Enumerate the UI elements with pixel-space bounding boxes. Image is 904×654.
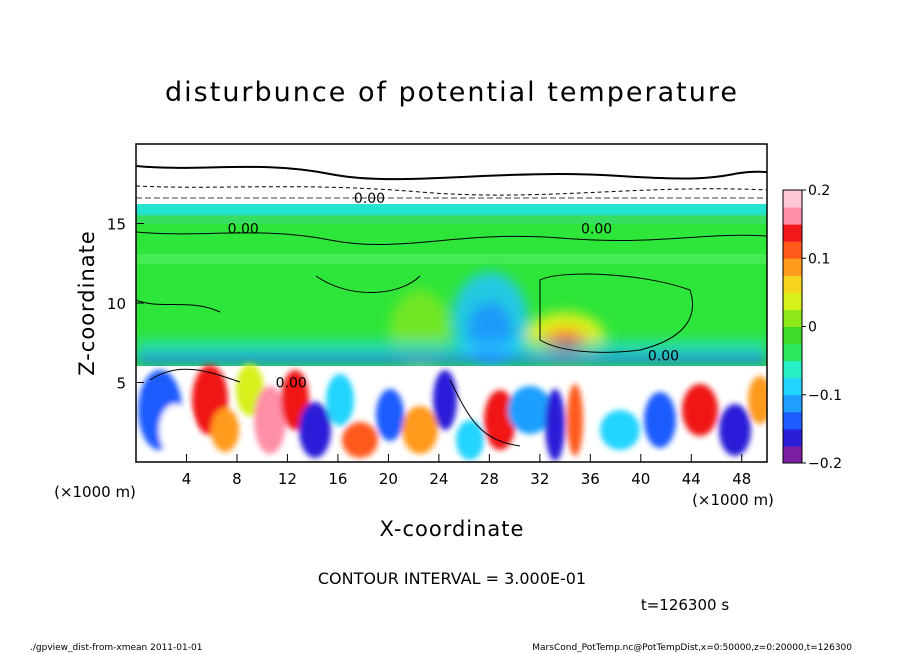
x-tick-label: 4 [182, 470, 192, 488]
footer-right: MarsCond_PotTemp.nc@PotTempDist,x=0:5000… [532, 643, 852, 653]
x-tick-label: 32 [530, 470, 549, 488]
colorbar-swatch [783, 275, 802, 293]
y-tick-label: 15 [107, 216, 126, 234]
x-tick-label: 8 [232, 470, 242, 488]
colorbar-swatch [783, 258, 802, 276]
y-axis: 5 10 15 [107, 216, 144, 393]
colorbar-swatch [783, 241, 802, 259]
colorbar-tick-label: 0.2 [808, 183, 830, 199]
colorbar-swatch [783, 326, 802, 345]
x-axis: 4 8 12 16 20 24 28 32 36 40 44 48 [182, 454, 751, 488]
colorbar-tick-label: 0 [808, 320, 817, 336]
colorbar-swatch [783, 207, 802, 225]
colorbar-tick-label: 0.1 [808, 251, 830, 267]
colorbar-swatch [783, 445, 802, 464]
x-tick-label: 44 [682, 470, 701, 488]
colorbar-swatch [783, 428, 802, 447]
contour-label: 0.00 [648, 348, 679, 364]
x-axis-label: X-coordinate [380, 517, 525, 541]
x-tick-label: 16 [328, 470, 347, 488]
colorbar-swatch [783, 377, 802, 396]
colorbar-swatch [783, 360, 802, 379]
contour-label: 0.00 [276, 376, 307, 392]
contour-label: 0.00 [228, 221, 259, 237]
colorbar-swatch [783, 224, 802, 242]
chart-title: disturbunce of potential temperature [165, 77, 739, 108]
x-tick-label: 12 [278, 470, 297, 488]
y-axis-label: Z-coordinate [75, 230, 99, 376]
y-tick-label: 5 [116, 375, 126, 393]
heatmap-field [136, 144, 767, 462]
x-tick-label: 20 [379, 470, 398, 488]
contour-labels: 0.00 0.00 0.00 0.00 0.00 [228, 191, 679, 391]
colorbar-swatch [783, 411, 802, 430]
x-unit-label: (×1000 m) [692, 491, 774, 509]
colorbar-tick-label: −0.1 [808, 388, 842, 404]
y-unit-label: (×1000 m) [54, 483, 136, 501]
contour-label: 0.00 [581, 221, 612, 237]
x-tick-label: 28 [480, 470, 499, 488]
colorbar-ticks: 0.2 0.1 0 −0.1 −0.2 [802, 183, 842, 472]
colorbar-tick-label: −0.2 [808, 456, 842, 472]
footer-left: ./gpview_dist-from-xmean 2011-01-01 [30, 643, 202, 653]
colorbar-swatch [783, 343, 802, 362]
time-text: t=126300 s [641, 596, 729, 614]
contour-label: 0.00 [354, 191, 385, 207]
colorbar-swatch [783, 292, 802, 310]
x-tick-label: 36 [581, 470, 600, 488]
x-tick-label: 40 [631, 470, 650, 488]
y-tick-label: 10 [107, 295, 126, 313]
colorbar-swatch [783, 190, 802, 208]
colorbar-swatch [783, 394, 802, 413]
colorbar-swatch [783, 309, 802, 327]
x-tick-label: 48 [732, 470, 751, 488]
x-tick-label: 24 [429, 470, 448, 488]
contour-interval-text: CONTOUR INTERVAL = 3.000E-01 [318, 569, 586, 588]
colorbar [783, 190, 802, 464]
